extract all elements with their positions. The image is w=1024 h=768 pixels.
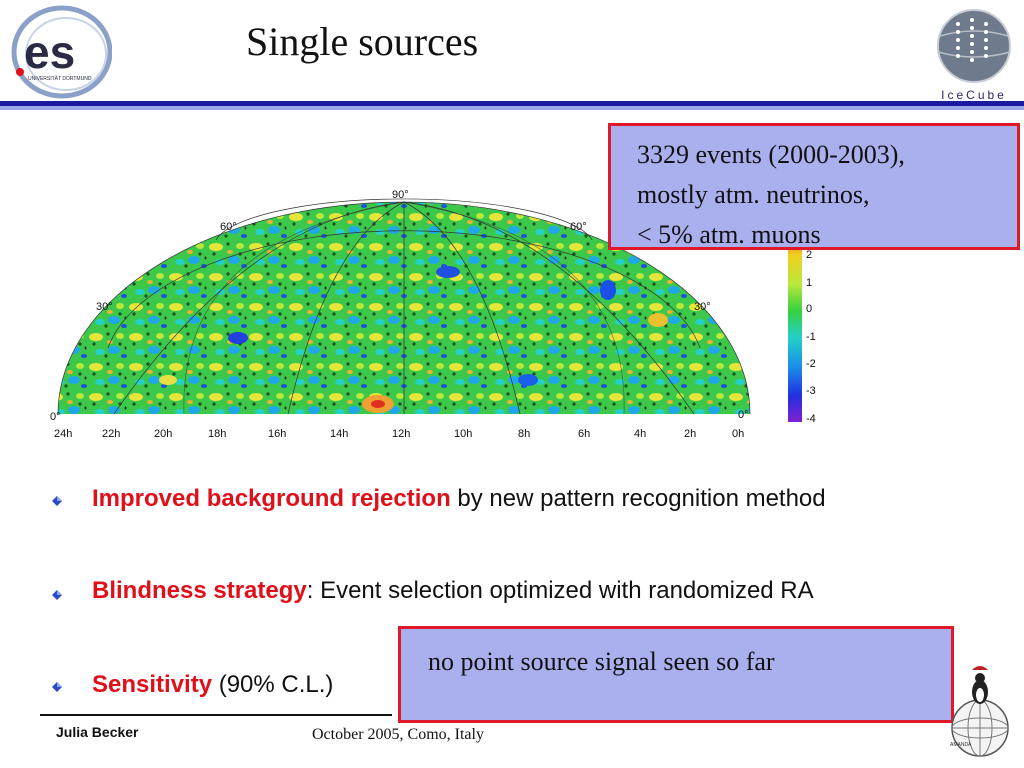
events-callout-line: < 5% atm. muons [637,220,821,249]
bullet-item: Blindness strategy: Event selection opti… [92,570,992,612]
ra-label: 8h [518,428,530,440]
bullet-item: Improved background rejection by new pat… [92,478,992,520]
bullet-item: Sensitivity (90% C.L.) [92,664,992,706]
dec-label-90: 90° [392,189,409,201]
colorbar-label: -4 [806,413,816,425]
footer-rule [40,714,392,716]
icecube-logo: IceCube [937,9,1011,102]
dec-label-0-left: 0° [50,411,61,423]
ra-label: 18h [208,428,226,440]
footer-date: October 2005, Como, Italy [312,726,484,743]
page-title: Single sources [246,19,479,64]
dec-label-30-right: 30° [694,301,711,313]
header-rule-light [0,106,1024,110]
ra-label: 22h [102,428,120,440]
events-callout-line: mostly atm. neutrinos, [637,180,870,209]
ra-label: 14h [330,428,348,440]
bullet-icon [52,682,62,692]
bullet-text: (90% C.L.) [212,671,334,698]
colorbar-label: 2 [806,249,812,261]
bullet-icon [52,590,62,600]
ra-label: 6h [578,428,590,440]
ra-label: 24h [54,428,72,440]
ra-label: 12h [392,428,410,440]
amanda-logo-text: AMANDA [950,742,972,748]
dec-label-0-right: 0° [738,409,749,421]
colorbar-label: -3 [806,385,816,397]
dec-label-60-right: 60° [570,221,587,233]
dec-label-60-left: 60° [220,221,237,233]
colorbar-label: -2 [806,358,816,370]
bullet-highlight: Blindness strategy [92,577,307,604]
icecube-logo-text: IceCube [941,88,1007,102]
bullet-highlight: Improved background rejection [92,485,451,512]
header-rule [0,101,1024,106]
footer-author: Julia Becker [56,724,139,740]
ra-label: 2h [684,428,696,440]
bullet-highlight: Sensitivity [92,671,213,698]
colorbar-label: -1 [806,331,816,343]
ra-label: 4h [634,428,646,440]
bullet-text: : Event selection optimized with randomi… [306,577,814,604]
bullet-text: by new pattern recognition method [450,485,826,512]
ra-label: 10h [454,428,472,440]
ra-label: 20h [154,428,172,440]
events-callout-line: 3329 events (2000-2003), [637,140,905,169]
dec-label-30-left: 30° [96,301,113,313]
signal-callout: no point source signal seen so far [398,626,954,723]
events-callout: 3329 events (2000-2003), mostly atm. neu… [608,123,1020,250]
logo-subtext: UNIVERSITÄT DORTMUND [28,75,92,82]
logo-es-text: es [24,26,75,78]
amanda-logo: AMANDA [950,666,1009,757]
ra-label: 0h [732,428,744,440]
signal-callout-text: no point source signal seen so far [428,647,775,676]
colorbar-label: 0 [806,303,812,315]
ra-label: 16h [268,428,286,440]
universitat-dortmund-logo: es UNIVERSITÄT DORTMUND [11,5,112,99]
colorbar-label: 1 [806,277,812,289]
bullet-icon [52,496,62,506]
